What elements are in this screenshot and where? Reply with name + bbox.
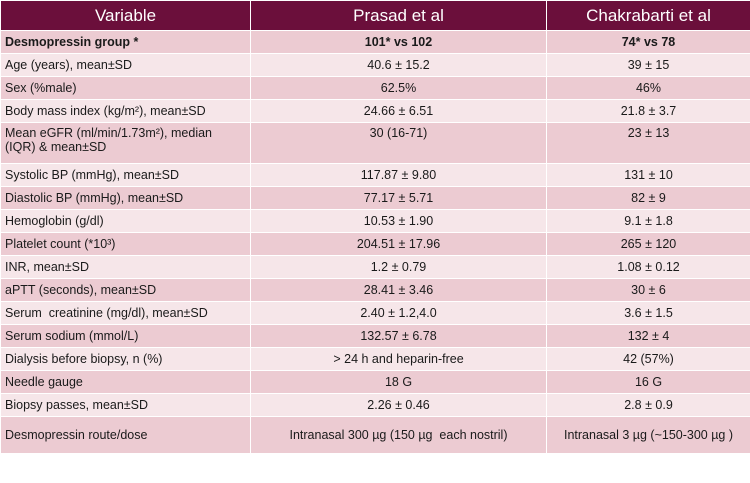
variable-cell: Body mass index (kg/m²), mean±SD (0, 99, 251, 123)
chakrabarti-cell: 23 ± 13 (546, 122, 750, 164)
variable-cell: Biopsy passes, mean±SD (0, 393, 251, 417)
table-row: Desmopressin route/dose Intranasal 300 µ… (0, 416, 750, 454)
prasad-cell: 77.17 ± 5.71 (250, 186, 547, 210)
chakrabarti-cell: 9.1 ± 1.8 (546, 209, 750, 233)
header-variable: Variable (0, 0, 251, 31)
variable-cell: Needle gauge (0, 370, 251, 394)
chakrabarti-cell: 82 ± 9 (546, 186, 750, 210)
prasad-cell: 40.6 ± 15.2 (250, 53, 547, 77)
prasad-cell: 10.53 ± 1.90 (250, 209, 547, 233)
prasad-cell: 2.40 ± 1.2,4.0 (250, 301, 547, 325)
table-row: Sex (%male) 62.5% 46% (0, 76, 750, 100)
table-row: Biopsy passes, mean±SD 2.26 ± 0.46 2.8 ±… (0, 393, 750, 417)
chakrabarti-cell: 30 ± 6 (546, 278, 750, 302)
table-row: INR, mean±SD 1.2 ± 0.79 1.08 ± 0.12 (0, 255, 750, 279)
prasad-cell: 117.87 ± 9.80 (250, 163, 547, 187)
prasad-cell: 18 G (250, 370, 547, 394)
prasad-cell: 101* vs 102 (250, 30, 547, 54)
header-prasad: Prasad et al (250, 0, 547, 31)
prasad-cell: 30 (16-71) (250, 122, 547, 164)
variable-cell: Dialysis before biopsy, n (%) (0, 347, 251, 371)
prasad-cell: 132.57 ± 6.78 (250, 324, 547, 348)
table-row: aPTT (seconds), mean±SD 28.41 ± 3.46 30 … (0, 278, 750, 302)
table-row: Hemoglobin (g/dl) 10.53 ± 1.90 9.1 ± 1.8 (0, 209, 750, 233)
table-row: Age (years), mean±SD 40.6 ± 15.2 39 ± 15 (0, 53, 750, 77)
table-row: Body mass index (kg/m²), mean±SD 24.66 ±… (0, 99, 750, 123)
prasad-cell: 28.41 ± 3.46 (250, 278, 547, 302)
table-row: Platelet count (*10³) 204.51 ± 17.96 265… (0, 232, 750, 256)
chakrabarti-cell: 46% (546, 76, 750, 100)
chakrabarti-cell: 3.6 ± 1.5 (546, 301, 750, 325)
chakrabarti-cell: 132 ± 4 (546, 324, 750, 348)
chakrabarti-cell: 1.08 ± 0.12 (546, 255, 750, 279)
header-chakrabarti: Chakrabarti et al (546, 0, 750, 31)
variable-cell: Mean eGFR (ml/min/1.73m²), median (IQR) … (0, 122, 251, 164)
variable-cell: Serum sodium (mmol/L) (0, 324, 251, 348)
variable-cell: aPTT (seconds), mean±SD (0, 278, 251, 302)
table-row: Systolic BP (mmHg), mean±SD 117.87 ± 9.8… (0, 163, 750, 187)
table-row: Serum sodium (mmol/L) 132.57 ± 6.78 132 … (0, 324, 750, 348)
header-row: Variable Prasad et al Chakrabarti et al (0, 0, 750, 31)
prasad-cell: 204.51 ± 17.96 (250, 232, 547, 256)
variable-cell: Age (years), mean±SD (0, 53, 251, 77)
variable-cell: Sex (%male) (0, 76, 251, 100)
variable-cell: Diastolic BP (mmHg), mean±SD (0, 186, 251, 210)
table-row: Diastolic BP (mmHg), mean±SD 77.17 ± 5.7… (0, 186, 750, 210)
variable-cell: Hemoglobin (g/dl) (0, 209, 251, 233)
table-row: Needle gauge 18 G 16 G (0, 370, 750, 394)
chakrabarti-cell: 21.8 ± 3.7 (546, 99, 750, 123)
chakrabarti-cell: 2.8 ± 0.9 (546, 393, 750, 417)
table-row: Mean eGFR (ml/min/1.73m²), median (IQR) … (0, 122, 750, 164)
chakrabarti-cell: 74* vs 78 (546, 30, 750, 54)
variable-cell: Platelet count (*10³) (0, 232, 251, 256)
variable-cell: Desmopressin group * (0, 30, 251, 54)
chakrabarti-cell: 39 ± 15 (546, 53, 750, 77)
prasad-cell: 1.2 ± 0.79 (250, 255, 547, 279)
chakrabarti-cell: Intranasal 3 µg (~150-300 µg ) (546, 416, 750, 454)
variable-cell: INR, mean±SD (0, 255, 251, 279)
chakrabarti-cell: 42 (57%) (546, 347, 750, 371)
variable-cell: Systolic BP (mmHg), mean±SD (0, 163, 251, 187)
prasad-cell: 62.5% (250, 76, 547, 100)
chakrabarti-cell: 131 ± 10 (546, 163, 750, 187)
prasad-cell: 24.66 ± 6.51 (250, 99, 547, 123)
comparison-table: Variable Prasad et al Chakrabarti et al … (0, 0, 750, 454)
chakrabarti-cell: 16 G (546, 370, 750, 394)
table-row: Dialysis before biopsy, n (%) > 24 h and… (0, 347, 750, 371)
chakrabarti-cell: 265 ± 120 (546, 232, 750, 256)
variable-cell: Desmopressin route/dose (0, 416, 251, 454)
table-row: Desmopressin group * 101* vs 102 74* vs … (0, 30, 750, 54)
table-row: Serum creatinine (mg/dl), mean±SD 2.40 ±… (0, 301, 750, 325)
prasad-cell: 2.26 ± 0.46 (250, 393, 547, 417)
prasad-cell: Intranasal 300 µg (150 µg each nostril) (250, 416, 547, 454)
prasad-cell: > 24 h and heparin-free (250, 347, 547, 371)
variable-cell: Serum creatinine (mg/dl), mean±SD (0, 301, 251, 325)
